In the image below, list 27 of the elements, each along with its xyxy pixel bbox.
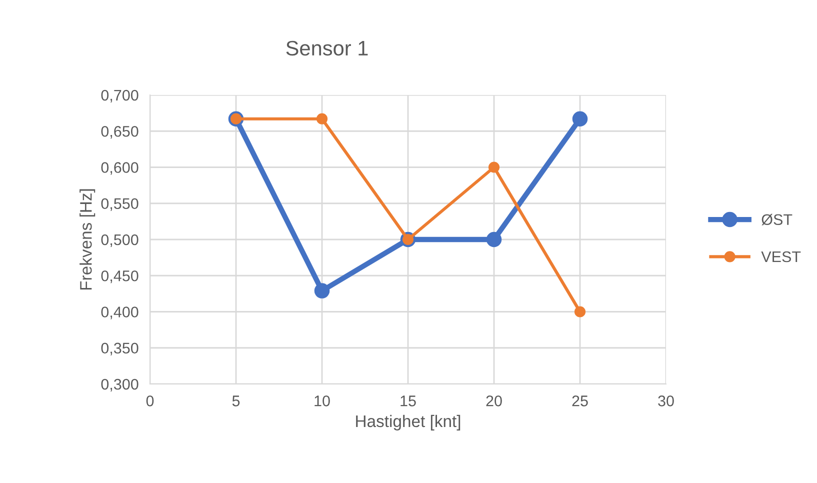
- y-tick-label: 0,700: [101, 90, 138, 102]
- x-tick-label: 10: [314, 396, 330, 406]
- y-tick-label: 0,300: [101, 378, 138, 392]
- y-tick-label: 0,500: [101, 234, 138, 247]
- point: [572, 111, 588, 126]
- chart-title: Sensor 1: [286, 40, 368, 56]
- y-tick-label: 0,550: [101, 198, 138, 211]
- y-tick-label: 0,400: [101, 306, 138, 320]
- point: [574, 306, 586, 318]
- y-axis-title: Frekvens [Hz]: [80, 189, 96, 290]
- point: [486, 232, 502, 248]
- y-tick-label: 0,650: [101, 126, 138, 139]
- x-axis-title: Hastighet [knt]: [356, 414, 460, 430]
- y-tick-label: 0,600: [101, 162, 138, 175]
- point: [316, 113, 328, 124]
- legend-label: VEST: [761, 251, 801, 262]
- point: [488, 162, 500, 173]
- legend-label: ØST: [762, 214, 792, 226]
- x-tick-label: 5: [232, 396, 240, 406]
- x-tick-label: 25: [572, 396, 588, 406]
- x-tick-label: 0: [146, 396, 154, 406]
- y-tick-label: 0,350: [101, 342, 138, 356]
- y-tick-label: 0,450: [101, 270, 138, 284]
- x-tick-label: 20: [486, 396, 502, 406]
- point: [314, 283, 330, 298]
- x-tick-label: 30: [658, 396, 674, 406]
- x-tick-label: 15: [400, 396, 416, 406]
